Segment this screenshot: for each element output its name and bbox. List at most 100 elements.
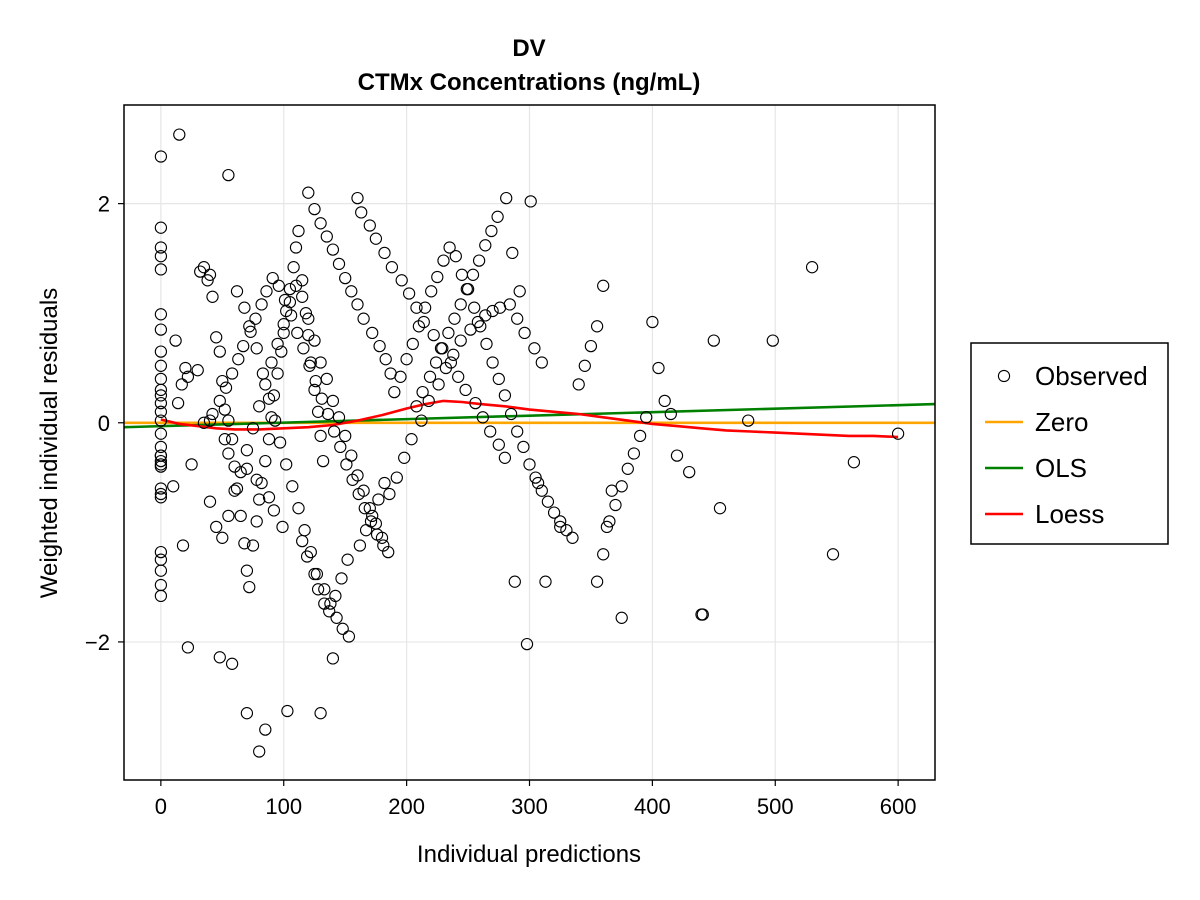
observed-point [503,298,516,311]
legend-item-loess: Loess [985,499,1104,529]
observed-point [351,191,364,205]
observed-point [154,414,168,427]
ols-line [123,402,936,429]
x-tick-label: 600 [880,794,917,819]
observed-point [232,353,245,366]
observed-point [504,407,518,421]
observed-point [658,394,671,408]
observed-point [363,219,376,232]
observed-point [382,545,395,559]
observed-point [154,454,168,468]
observed-point [314,217,327,230]
observed-point [225,657,239,670]
observed-point [448,312,461,325]
observed-point [340,458,353,471]
legend-label: Zero [1035,407,1088,437]
observed-point [154,372,168,386]
observed-point [154,263,168,276]
observed-point [539,575,552,588]
observed-point [366,326,379,340]
observed-point [342,630,356,643]
observed-point [511,312,524,325]
observed-point [541,495,555,508]
x-tick-label: 200 [388,794,425,819]
observed-point [154,323,168,336]
observed-point [296,534,309,548]
observed-point [275,345,288,358]
observed-point [336,622,349,635]
observed-point [566,531,579,544]
observed-point [345,449,358,462]
observed-point [309,374,322,388]
observed-point [327,425,341,438]
observed-point [323,605,336,618]
observed-point [238,301,251,314]
observed-point [339,429,352,443]
observed-point [528,342,541,355]
observed-point [415,414,428,427]
observed-point [486,304,499,318]
observed-point [326,243,340,256]
observed-point [491,210,504,223]
observed-point [351,298,364,311]
observed-point [222,447,235,460]
observed-point [459,383,472,397]
observed-point [805,261,819,274]
observed-point [222,168,235,182]
observed-point [341,553,354,566]
observed-point [318,583,331,596]
observed-point [262,392,276,405]
observed-point [603,515,616,528]
observed-point [262,491,276,504]
observed-point [373,339,386,353]
observed-point [597,279,610,292]
x-tick-label: 300 [511,794,548,819]
observed-point [169,334,182,347]
observed-point [524,195,537,208]
observed-point [423,370,437,383]
observed-point [256,367,270,380]
observed-point [384,367,397,380]
observed-point [302,312,315,325]
observed-point [240,564,254,577]
observed-point [437,254,450,267]
observed-point [442,326,455,340]
observed-point [292,224,305,238]
observed-point [240,707,254,720]
observed-point [308,383,321,397]
observed-point [444,356,458,369]
observed-point [234,465,247,479]
observed-point [213,394,226,408]
observed-point [243,320,256,333]
y-ticks: −2 0 2 [85,192,124,655]
observed-point [355,206,368,219]
observed-point [216,531,229,544]
observed-point [197,416,211,429]
legend-item-zero: Zero [985,407,1088,437]
observed-point [847,456,861,469]
observed-point [244,325,257,338]
observed-point [289,241,303,254]
gridlines [124,105,935,780]
y-tick-label: −2 [85,630,110,655]
observed-point [520,637,534,651]
observed-point [213,651,226,664]
observed-point [498,389,512,402]
observed-point [742,414,755,427]
observed-point [640,411,653,424]
observed-point [181,370,195,383]
observed-point [281,704,294,718]
observed-point [345,285,358,298]
observed-point [240,444,254,457]
observed-point [253,493,266,506]
observed-point [255,298,268,311]
observed-point [492,372,505,386]
observed-point [400,353,413,366]
observed-point [572,378,585,391]
observed-point [249,312,262,325]
observed-point [372,493,385,506]
observed-point [237,339,250,353]
observed-point [351,469,364,482]
observed-point [154,396,168,410]
observed-point [277,318,290,331]
